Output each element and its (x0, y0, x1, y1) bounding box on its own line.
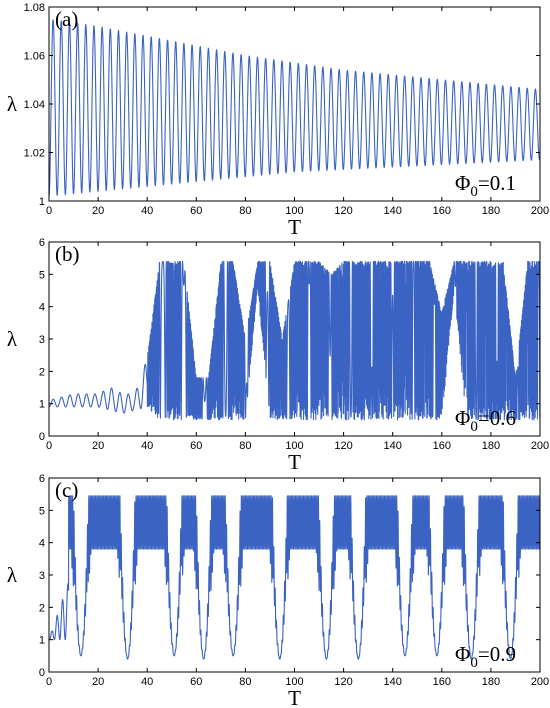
phi-value: =0.9 (478, 642, 516, 666)
x-tick-label: 60 (190, 205, 202, 217)
y-tick-label: 1.02 (24, 148, 45, 160)
x-tick-label: 160 (433, 205, 451, 217)
x-tick-label: 40 (141, 676, 153, 688)
x-tick-label: 200 (531, 676, 549, 688)
series-line (48, 19, 541, 197)
x-tick-label: 0 (46, 440, 52, 452)
phi-subscript: 0 (470, 184, 478, 200)
x-tick-label: 20 (92, 440, 104, 452)
y-tick-label: 1 (39, 399, 45, 411)
x-axis-label: T (288, 686, 301, 708)
x-tick-label: 120 (334, 676, 352, 688)
x-tick-label: 140 (384, 205, 402, 217)
x-tick-label: 60 (190, 440, 202, 452)
phi-value: =0.6 (478, 406, 516, 430)
phi-subscript: 0 (470, 655, 478, 671)
panel-label: (c) (55, 478, 78, 502)
phi-symbol: Φ (455, 171, 470, 195)
panel-label: (a) (55, 7, 78, 31)
y-tick-label: 2 (39, 602, 45, 614)
x-tick-label: 40 (141, 205, 153, 217)
x-tick-label: 100 (285, 440, 303, 452)
y-axis-label: λ (7, 327, 18, 351)
x-tick-label: 140 (384, 440, 402, 452)
y-axis-label: λ (7, 563, 18, 587)
phi-symbol: Φ (455, 406, 470, 430)
phi-subscript: 0 (470, 419, 478, 435)
y-tick-label: 0 (39, 667, 45, 679)
panel-2: 0 20 40 60 80 100 120 140 160 180 200 0 1 2 3 4 5 6 Tλ (b) Φ… (7, 237, 549, 474)
x-tick-label: 120 (334, 440, 352, 452)
y-tick-label: 5 (39, 269, 45, 281)
y-tick-label: 4 (39, 538, 45, 550)
y-tick-label: 5 (39, 505, 45, 517)
x-tick-label: 0 (46, 676, 52, 688)
phi-annotation: Φ0=0.9 (455, 642, 516, 671)
y-tick-label: 1 (39, 196, 45, 208)
x-tick-label: 20 (92, 676, 104, 688)
y-axis-label: λ (7, 92, 18, 116)
x-tick-label: 120 (334, 205, 352, 217)
series-line (48, 260, 541, 421)
x-tick-label: 100 (285, 676, 303, 688)
y-tick-label: 3 (39, 570, 45, 582)
y-tick-label: 1.08 (24, 2, 45, 14)
y-tick-label: 6 (39, 237, 45, 249)
panel-3: 0 20 40 60 80 100 120 140 160 180 200 0 1 2 3 4 5 6 Tλ (c) Φ… (7, 473, 549, 708)
x-tick-label: 160 (433, 440, 451, 452)
series-line (48, 495, 541, 660)
x-tick-label: 160 (433, 676, 451, 688)
y-tick-label: 1.06 (24, 51, 45, 63)
y-tick-label: 1.04 (24, 99, 45, 111)
y-tick-label: 4 (39, 302, 45, 314)
x-tick-label: 180 (482, 440, 500, 452)
x-tick-label: 80 (239, 676, 251, 688)
x-tick-label: 80 (239, 440, 251, 452)
y-tick-label: 0 (39, 431, 45, 443)
x-tick-label: 100 (285, 205, 303, 217)
panel-1: 0 20 40 60 80 100 120 140 160 180 200 1 1.02 1.04 1.06… (7, 2, 549, 239)
x-tick-label: 20 (92, 205, 104, 217)
x-tick-label: 200 (531, 440, 549, 452)
y-tick-label: 2 (39, 366, 45, 378)
y-tick-label: 3 (39, 334, 45, 346)
panel-label: (b) (55, 242, 80, 266)
x-tick-label: 0 (46, 205, 52, 217)
x-tick-label: 200 (531, 205, 549, 217)
phi-annotation: Φ0=0.1 (455, 171, 516, 200)
x-axis-label: T (288, 450, 301, 474)
phi-symbol: Φ (455, 642, 470, 666)
y-tick-label: 1 (39, 635, 45, 647)
y-tick-label: 6 (39, 473, 45, 485)
x-tick-label: 60 (190, 676, 202, 688)
x-tick-label: 40 (141, 440, 153, 452)
x-tick-label: 180 (482, 676, 500, 688)
phi-value: =0.1 (478, 171, 516, 195)
phi-annotation: Φ0=0.6 (455, 406, 516, 435)
x-tick-label: 140 (384, 676, 402, 688)
x-tick-label: 80 (239, 205, 251, 217)
x-axis-label: T (288, 215, 301, 239)
x-tick-label: 180 (482, 205, 500, 217)
